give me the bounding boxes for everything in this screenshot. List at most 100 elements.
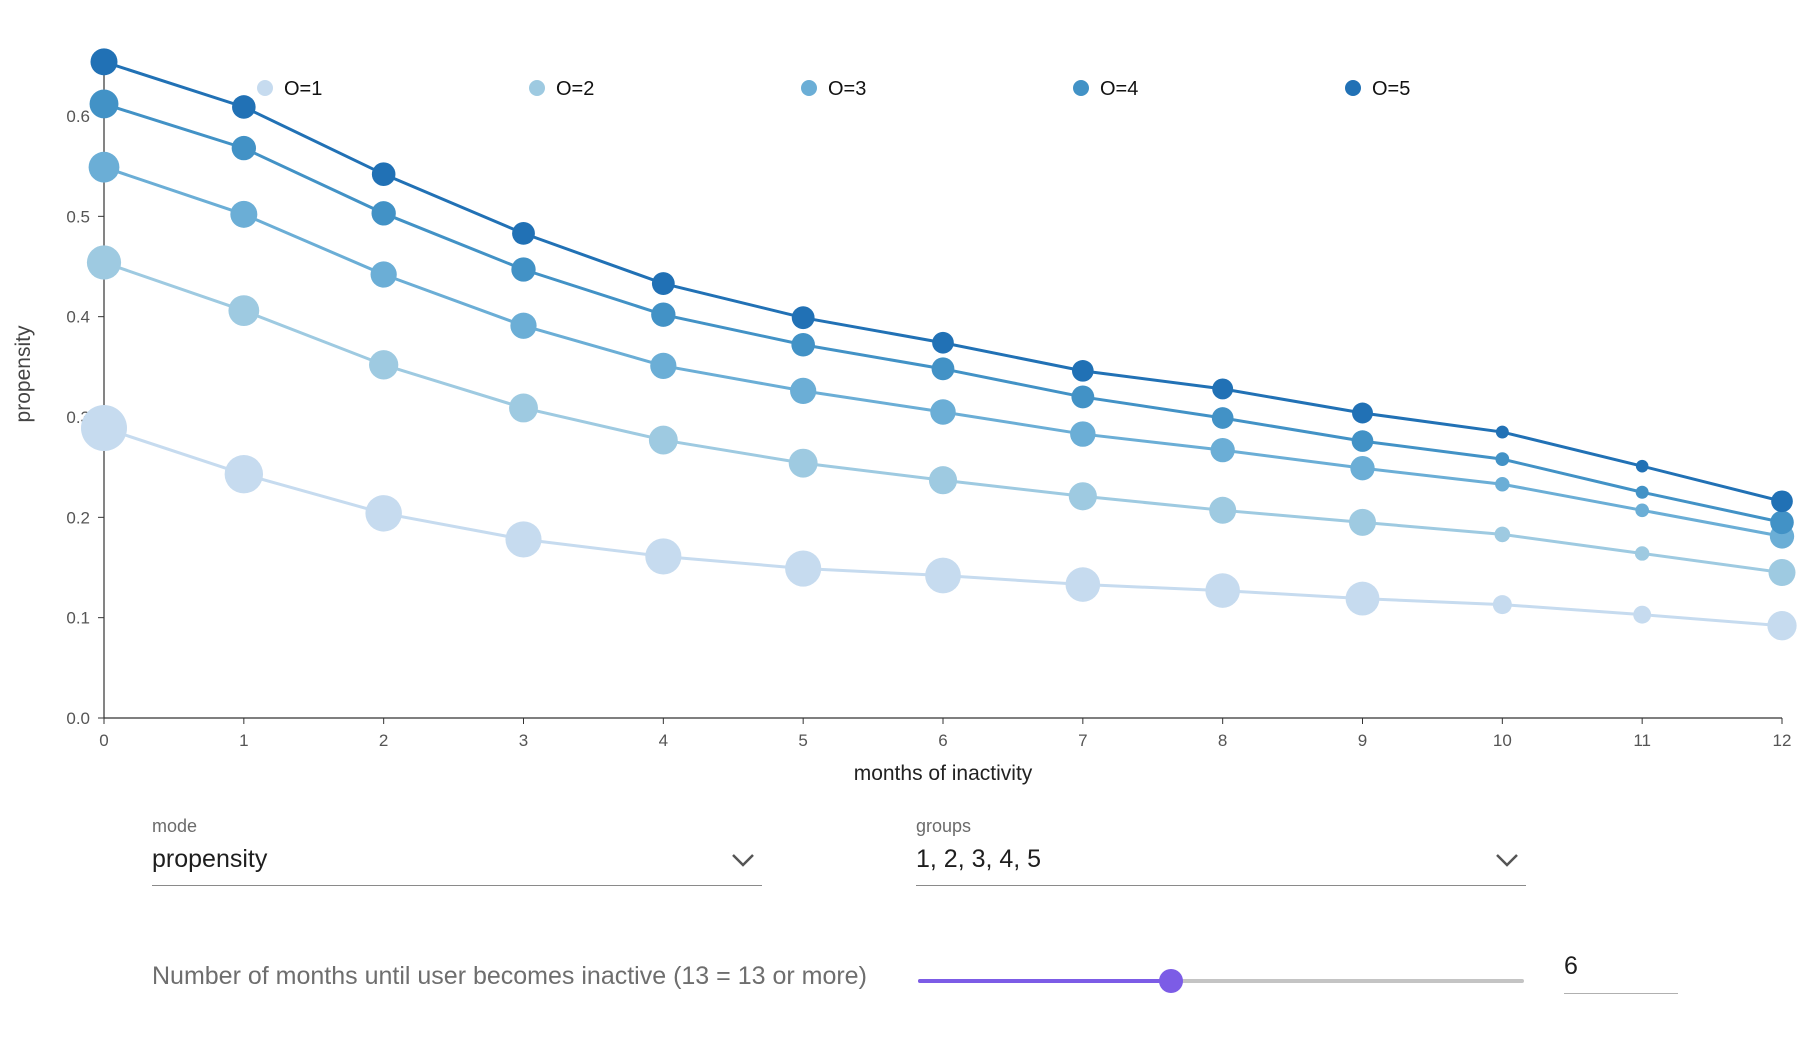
- legend-label: O=1: [284, 78, 322, 100]
- mode-select-label: mode: [152, 816, 198, 836]
- data-point-3: [370, 261, 397, 288]
- x-tick-label: 11: [1633, 731, 1651, 750]
- series-line-4: [103, 102, 1783, 524]
- y-tick-label: 0.1: [66, 609, 90, 628]
- chevron-down-icon[interactable]: [1494, 852, 1520, 868]
- months-input[interactable]: 6: [1564, 952, 1678, 994]
- data-point-5: [1352, 402, 1373, 424]
- months-input-underline: [1564, 993, 1678, 994]
- data-point-4: [1495, 452, 1510, 466]
- data-point-3: [230, 200, 258, 228]
- x-tick-label: 12: [1773, 731, 1792, 750]
- data-point-2: [1068, 482, 1097, 511]
- y-tick-label: 0.6: [66, 107, 90, 126]
- x-tick-label: 9: [1358, 731, 1367, 750]
- data-point-4: [1211, 407, 1234, 429]
- data-point-2: [1494, 526, 1511, 543]
- data-point-1: [1065, 567, 1101, 602]
- legend-marker: [529, 80, 545, 96]
- data-point-3: [1350, 456, 1375, 481]
- mode-select[interactable]: mode propensity: [152, 816, 762, 886]
- months-input-value: 6: [1564, 952, 1578, 980]
- data-point-5: [1771, 490, 1793, 513]
- data-point-4: [791, 332, 815, 357]
- legend-marker: [1073, 80, 1089, 96]
- data-point-3: [650, 352, 677, 379]
- data-point-4: [1351, 430, 1374, 452]
- x-tick-label: 7: [1078, 731, 1087, 750]
- legend-label: O=2: [556, 78, 594, 100]
- data-point-4: [1770, 510, 1794, 535]
- data-point-3: [1495, 476, 1510, 492]
- data-point-5: [371, 162, 396, 186]
- groups-select[interactable]: groups 1, 2, 3, 4, 5: [916, 816, 1526, 886]
- y-tick-label: 0.5: [66, 207, 90, 226]
- data-point-2: [86, 245, 122, 280]
- y-tick-label: 0.2: [66, 508, 90, 527]
- chevron-down-icon[interactable]: [730, 852, 756, 868]
- data-point-3: [510, 312, 537, 339]
- data-point-2: [1634, 546, 1650, 561]
- x-tick-label: 1: [239, 731, 248, 750]
- groups-select-underline: [916, 885, 1526, 886]
- slider-fill: [918, 979, 1171, 983]
- x-tick-label: 5: [798, 731, 807, 750]
- y-tick-label: 0.4: [66, 308, 90, 327]
- x-tick-label: 2: [379, 731, 388, 750]
- data-point-1: [1492, 595, 1512, 615]
- series-line-1: [103, 426, 1783, 628]
- data-point-4: [931, 357, 955, 381]
- data-point-1: [785, 550, 822, 587]
- data-point-4: [89, 89, 119, 119]
- data-point-5: [1495, 425, 1509, 439]
- x-tick-label: 4: [659, 731, 668, 750]
- legend-label: O=3: [828, 78, 866, 100]
- data-point-2: [228, 295, 260, 327]
- data-point-2: [1209, 496, 1237, 524]
- series-line-5: [103, 60, 1783, 503]
- data-point-4: [1635, 485, 1649, 499]
- months-slider[interactable]: [918, 968, 1524, 994]
- data-point-2: [509, 393, 538, 423]
- slider-label: Number of months until user becomes inac…: [152, 962, 867, 990]
- x-tick-label: 10: [1493, 731, 1512, 750]
- data-point-3: [790, 377, 817, 405]
- data-point-3: [930, 399, 956, 425]
- data-point-5: [651, 272, 675, 295]
- groups-select-label: groups: [916, 816, 972, 836]
- data-point-1: [1767, 611, 1797, 641]
- legend-marker: [801, 80, 817, 96]
- data-point-1: [1205, 573, 1240, 608]
- legend-marker: [1345, 80, 1361, 96]
- data-point-5: [512, 221, 535, 245]
- data-point-1: [925, 557, 961, 594]
- data-point-3: [1210, 437, 1235, 463]
- slider-rail[interactable]: [918, 979, 1524, 983]
- legend-label: O=4: [1100, 78, 1138, 100]
- data-point-1: [1345, 581, 1380, 616]
- data-point-2: [369, 350, 399, 380]
- data-point-4: [511, 257, 536, 282]
- data-point-5: [232, 95, 256, 119]
- data-point-2: [1768, 559, 1796, 587]
- mode-select-value: propensity: [152, 845, 268, 873]
- x-tick-label: 6: [938, 731, 947, 750]
- data-point-1: [505, 521, 542, 558]
- data-point-1: [224, 454, 264, 494]
- x-tick-label: 8: [1218, 731, 1227, 750]
- x-tick-label: 0: [99, 731, 108, 750]
- data-point-2: [928, 466, 958, 495]
- data-point-4: [231, 135, 257, 161]
- data-point-4: [1071, 385, 1095, 409]
- data-point-3: [1070, 421, 1096, 447]
- data-point-5: [791, 306, 815, 330]
- data-point-2: [648, 425, 678, 455]
- data-point-3: [88, 151, 120, 183]
- x-tick-label: 3: [519, 731, 528, 750]
- data-point-1: [1633, 605, 1652, 624]
- propensity-chart: 0 1 2 3 4 5 6 7 8 9 10 11 120.00.10.20.30.40.50.6mon…: [12, 48, 1797, 785]
- data-point-2: [1349, 508, 1376, 536]
- data-point-4: [371, 201, 396, 226]
- slider-thumb[interactable]: [1158, 969, 1183, 993]
- data-point-2: [788, 448, 818, 478]
